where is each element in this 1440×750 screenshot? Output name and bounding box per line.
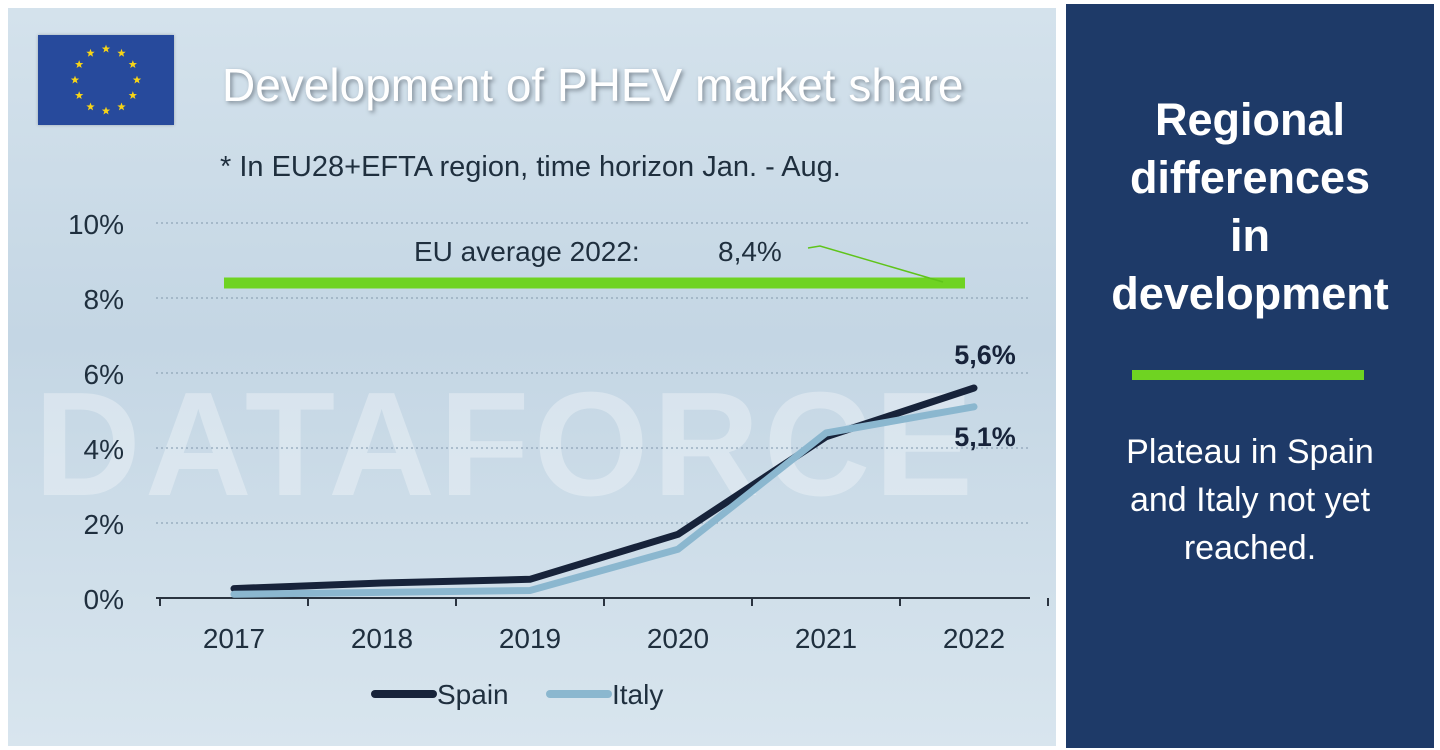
star-icon <box>74 91 84 100</box>
eu-stars <box>70 44 142 115</box>
line-chart: 0% 2% 4% 6% 8% 10% 2017 2018 2019 2020 2021 2022 EU … <box>68 209 1049 710</box>
panel-text-line: Plateau in Spain <box>1126 433 1374 471</box>
x-tick-label: 2020 <box>647 623 709 654</box>
end-label-spain: 5,6% <box>954 340 1016 370</box>
eu-flag-icon <box>38 35 174 125</box>
panel-text-line: reached. <box>1183 529 1317 567</box>
eu-average-label: EU average 2022: <box>414 236 640 267</box>
star-icon <box>128 91 138 100</box>
star-icon <box>101 106 111 115</box>
star-icon <box>70 75 80 84</box>
chart-subtitle: * In EU28+EFTA region, time horizon Jan.… <box>220 151 841 183</box>
star-icon <box>86 102 95 111</box>
legend-label-italy: Italy <box>612 679 663 710</box>
series-line-spain <box>230 384 978 593</box>
y-tick-label: 8% <box>84 284 124 315</box>
y-tick-label: 10% <box>68 209 124 240</box>
x-tick-label: 2019 <box>499 623 561 654</box>
star-icon <box>117 102 126 111</box>
panel-text-line: and Italy not yet <box>1129 481 1371 519</box>
y-tick-label: 6% <box>84 359 124 390</box>
y-tick-label: 4% <box>84 434 124 465</box>
panel-text: Plateau in Spain and Italy not yet reach… <box>1066 428 1434 572</box>
panel-divider <box>1132 370 1364 380</box>
star-icon <box>117 48 126 57</box>
eu-average-value: 8,4% <box>718 236 782 267</box>
star-icon <box>101 44 111 53</box>
y-tick-label: 0% <box>84 584 124 615</box>
panel-heading-line: development <box>1111 268 1389 319</box>
x-tick-label: 2018 <box>351 623 413 654</box>
end-label-italy: 5,1% <box>954 422 1016 452</box>
star-icon <box>132 75 142 84</box>
legend-label-spain: Spain <box>437 679 509 710</box>
panel-heading: Regional differences in development <box>1066 91 1434 323</box>
panel-heading-line: in <box>1230 210 1270 261</box>
star-icon <box>74 60 84 69</box>
x-tick-label: 2022 <box>943 623 1005 654</box>
eu-average-leader-line <box>807 245 944 283</box>
y-tick-label: 2% <box>84 509 124 540</box>
x-tick-label: 2021 <box>795 623 857 654</box>
star-icon <box>86 48 95 57</box>
chart-panel: DATAFORCE Development of PHEV market sha… <box>8 8 1056 746</box>
chart-title: Development of PHEV market share <box>222 59 964 111</box>
series-line-italy <box>230 403 978 598</box>
panel-heading-line: differences <box>1129 152 1371 203</box>
summary-panel: Regional differences in development Plat… <box>1066 4 1434 748</box>
panel-heading-line: Regional <box>1154 94 1346 145</box>
star-icon <box>128 60 138 69</box>
x-tick-label: 2017 <box>203 623 265 654</box>
